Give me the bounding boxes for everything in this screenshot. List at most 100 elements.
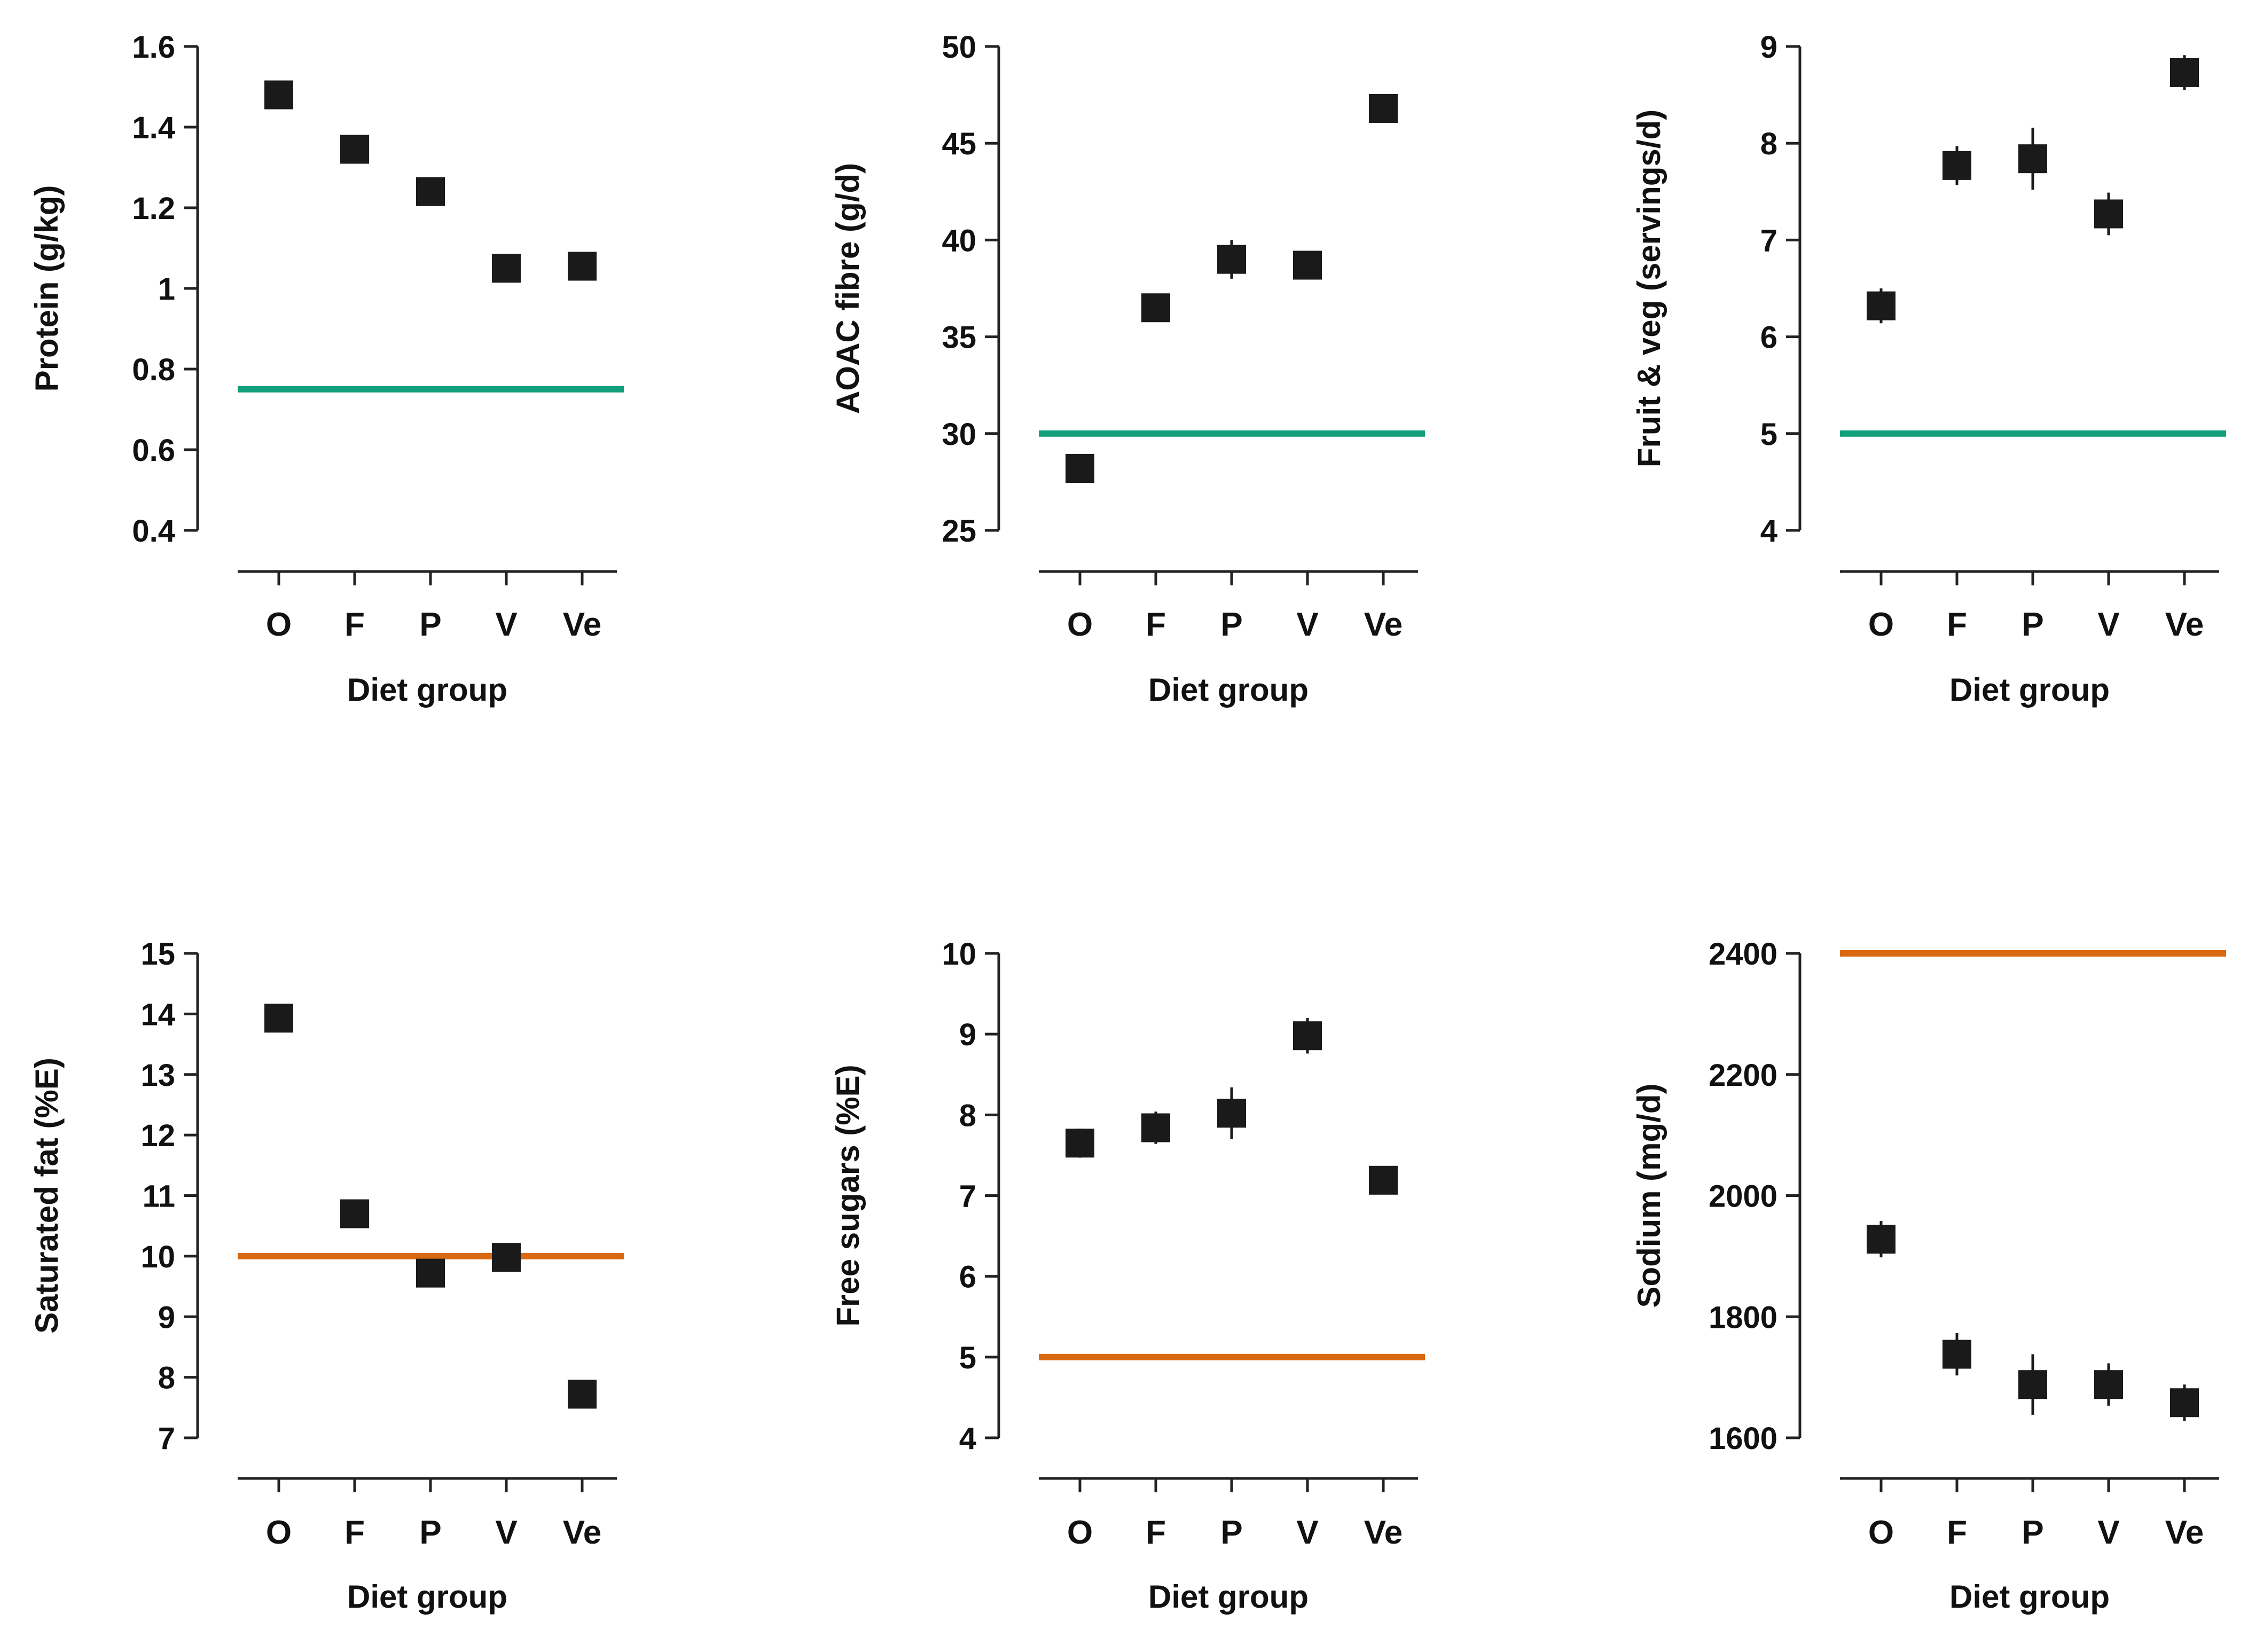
y-axis-title: Free sugars (%E) bbox=[830, 1064, 866, 1326]
panel-6: 1600 1800 2000 2200 2400 Sodium (mg/d) O F P V Ve D… bbox=[1631, 937, 2226, 1615]
x-tick-label: F bbox=[1947, 1514, 1967, 1551]
y-tick-label: 2400 bbox=[1709, 937, 1777, 972]
x-tick-label: F bbox=[344, 606, 365, 643]
x-tick-label: V bbox=[2097, 1514, 2119, 1551]
x-tick-label: Ve bbox=[563, 606, 601, 643]
x-tick-label: F bbox=[344, 1514, 365, 1551]
x-tick-label: P bbox=[419, 606, 441, 643]
x-axis-title: Diet group bbox=[347, 672, 507, 708]
y-axis-title: Sodium (mg/d) bbox=[1631, 1084, 1667, 1308]
y-tick-label: 13 bbox=[140, 1058, 175, 1093]
y-tick-label: 4 bbox=[959, 1421, 976, 1456]
x-tick-label: V bbox=[2097, 606, 2119, 643]
x-axis-title: Diet group bbox=[1148, 672, 1309, 708]
x-tick-label: O bbox=[1067, 606, 1093, 643]
x-tick-label: F bbox=[1146, 606, 1166, 643]
y-tick-label: 7 bbox=[959, 1179, 976, 1214]
data-point-Ve bbox=[1369, 1165, 1398, 1195]
data-point-P bbox=[1217, 1099, 1246, 1128]
data-point-Ve bbox=[2170, 58, 2199, 87]
data-point-Ve bbox=[568, 1380, 597, 1409]
x-tick-label: P bbox=[1220, 1514, 1242, 1551]
x-tick-label: V bbox=[1296, 606, 1318, 643]
data-point-Ve bbox=[1369, 93, 1398, 123]
y-tick-label: 9 bbox=[1760, 30, 1777, 65]
x-tick-label: Ve bbox=[563, 1514, 601, 1551]
x-tick-label: P bbox=[2022, 1514, 2043, 1551]
data-point-V bbox=[2094, 1370, 2123, 1399]
data-point-V bbox=[492, 1243, 521, 1272]
y-tick-label: 8 bbox=[959, 1098, 976, 1133]
x-tick-label: V bbox=[495, 1514, 517, 1551]
y-tick-label: 5 bbox=[959, 1341, 976, 1375]
y-tick-label: 10 bbox=[942, 937, 976, 972]
y-axis-title: Fruit & veg (servings/d) bbox=[1631, 109, 1667, 467]
y-tick-label: 12 bbox=[140, 1118, 175, 1153]
data-point-V bbox=[2094, 199, 2123, 229]
panel-2: 25 30 35 40 45 50 AOAC fibre (g/d) O F P V Ve Diet g… bbox=[830, 30, 1425, 708]
data-point-P bbox=[416, 1258, 445, 1288]
x-tick-label: P bbox=[419, 1514, 441, 1551]
y-tick-label: 7 bbox=[158, 1421, 175, 1456]
panel-5: 4 5 6 7 8 9 10 Free sugars (%E) O F P V Ve Diet group bbox=[830, 937, 1425, 1615]
y-tick-label: 1.4 bbox=[132, 111, 175, 145]
data-point-Ve bbox=[568, 252, 597, 281]
y-tick-label: 1.2 bbox=[132, 191, 175, 226]
y-tick-label: 6 bbox=[959, 1260, 976, 1295]
x-tick-label: O bbox=[1868, 606, 1894, 643]
x-tick-label: F bbox=[1947, 606, 1967, 643]
data-point-F bbox=[340, 1199, 369, 1228]
y-tick-label: 1600 bbox=[1709, 1421, 1777, 1456]
panel-4: 7 8 9 10 11 12 13 14 15 Saturated fat (%E) O F P V Ve D… bbox=[29, 937, 624, 1615]
y-tick-label: 45 bbox=[942, 127, 976, 161]
x-tick-label: P bbox=[1220, 606, 1242, 643]
panel-1: 0.4 0.6 0.8 1 1.2 1.4 1.6 Protein (g/kg) O F P V Ve D… bbox=[29, 30, 624, 708]
x-tick-label: O bbox=[1868, 1514, 1894, 1551]
x-tick-label: Ve bbox=[2165, 1514, 2204, 1551]
y-tick-label: 0.8 bbox=[132, 353, 175, 387]
x-tick-label: Ve bbox=[1364, 606, 1403, 643]
panel-3: 4 5 6 7 8 9 Fruit & veg (servings/d) O F P V Ve Diet… bbox=[1631, 30, 2226, 708]
x-axis-title: Diet group bbox=[1148, 1579, 1309, 1615]
y-tick-label: 9 bbox=[158, 1300, 175, 1335]
y-tick-label: 0.6 bbox=[132, 433, 175, 468]
data-point-P bbox=[2018, 144, 2047, 174]
y-tick-label: 5 bbox=[1760, 417, 1777, 452]
y-axis-title: Protein (g/kg) bbox=[29, 185, 65, 392]
y-axis-title: Saturated fat (%E) bbox=[29, 1058, 65, 1334]
y-tick-label: 11 bbox=[143, 1179, 175, 1214]
y-tick-label: 0.4 bbox=[132, 514, 175, 549]
x-tick-label: Ve bbox=[1364, 1514, 1403, 1551]
x-tick-label: P bbox=[2022, 606, 2043, 643]
x-axis-title: Diet group bbox=[347, 1579, 507, 1615]
y-tick-label: 1800 bbox=[1709, 1300, 1777, 1335]
y-tick-label: 7 bbox=[1760, 223, 1777, 258]
x-tick-label: O bbox=[1067, 1514, 1093, 1551]
y-tick-label: 1 bbox=[158, 272, 175, 307]
data-point-P bbox=[2018, 1370, 2047, 1399]
y-tick-label: 1.6 bbox=[132, 30, 175, 65]
y-tick-label: 2000 bbox=[1709, 1179, 1777, 1214]
y-tick-label: 50 bbox=[942, 30, 976, 65]
y-tick-label: 14 bbox=[140, 997, 175, 1032]
y-tick-label: 9 bbox=[959, 1017, 976, 1052]
x-tick-label: V bbox=[1296, 1514, 1318, 1551]
data-point-F bbox=[1141, 1113, 1170, 1142]
data-point-O bbox=[1867, 1225, 1895, 1254]
data-point-Ve bbox=[2170, 1388, 2199, 1418]
x-tick-label: O bbox=[266, 1514, 292, 1551]
y-tick-label: 25 bbox=[942, 514, 976, 549]
y-tick-label: 6 bbox=[1760, 320, 1777, 355]
data-point-O bbox=[1066, 454, 1094, 483]
y-tick-label: 30 bbox=[942, 417, 976, 452]
data-point-O bbox=[264, 80, 293, 109]
data-point-O bbox=[1867, 291, 1895, 320]
data-point-F bbox=[340, 135, 369, 164]
data-point-O bbox=[264, 1004, 293, 1033]
data-point-P bbox=[1217, 245, 1246, 274]
x-tick-label: O bbox=[266, 606, 292, 643]
x-axis-title: Diet group bbox=[1949, 1579, 2110, 1615]
data-point-V bbox=[1293, 1021, 1322, 1051]
data-point-V bbox=[492, 254, 521, 283]
